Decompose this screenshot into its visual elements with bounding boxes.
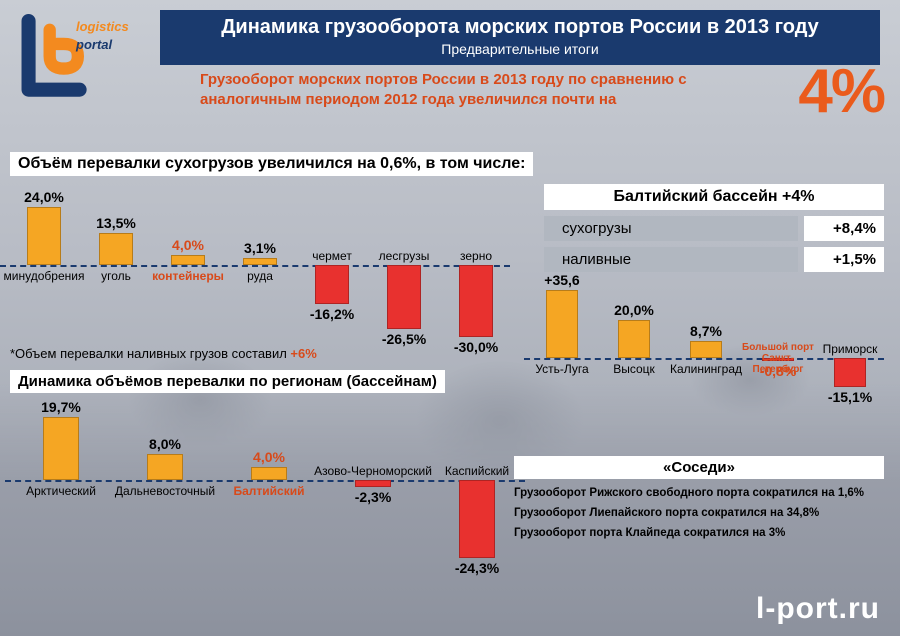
bar-group: +35,6Усть-Луга xyxy=(526,280,598,450)
bar-group: -26,5% лесгрузы xyxy=(368,185,440,345)
bar xyxy=(355,480,391,487)
bar-value: 13,5% xyxy=(96,215,136,231)
bar-value: -2,3% xyxy=(355,489,392,505)
bar-value: 4,0% xyxy=(253,449,285,465)
chart-regions: 19,7% Арктический 8,0% Дальневосточный 4,0% Б… xyxy=(5,400,525,600)
bar-label: руда xyxy=(247,269,273,283)
bar-label: Усть-Луга xyxy=(535,362,588,376)
bar-label: чермет xyxy=(312,249,352,263)
bar-group: 20,0% Высоцк xyxy=(598,280,670,450)
bar-value: 19,7% xyxy=(41,399,81,415)
bar-value: 8,7% xyxy=(690,323,722,339)
bar xyxy=(387,265,421,329)
title-band: Динамика грузооборота морских портов Рос… xyxy=(160,10,880,65)
neighbors-panel: «Соседи» Грузооборот Рижского свободного… xyxy=(514,456,884,539)
bar-value: -15,1% xyxy=(828,389,872,405)
bar-group: 19,7% Арктический xyxy=(9,400,113,600)
baltic-title: Балтийский бассейн +4% xyxy=(544,184,884,210)
headline-pct: 4% xyxy=(798,56,884,127)
bar-value: 20,0% xyxy=(614,302,654,318)
headline-text: Грузооборот морских портов России в 2013… xyxy=(200,70,780,109)
baltic-panel: Балтийский бассейн +4% сухогрузы+8,4%нал… xyxy=(544,184,884,272)
chart-dry-cargo: 24,0%минудобрения13,5%уголь4,0%контейнер… xyxy=(0,185,510,345)
footnote-text: *Объем перевалки наливных грузов состави… xyxy=(10,346,290,361)
page-title: Динамика грузооборота морских портов Рос… xyxy=(190,16,850,39)
baltic-row-value: +1,5% xyxy=(804,247,884,272)
bar-label: Арктический xyxy=(26,484,96,498)
section-regions: Динамика объёмов перевалки по регионам (… xyxy=(10,370,445,393)
bar-group: -16,2% чермет xyxy=(296,185,368,345)
bar-value: 4,0% xyxy=(172,237,204,253)
bar-group: 4,0% контейнеры xyxy=(152,185,224,345)
bar-label: зерно xyxy=(460,249,492,263)
bar-group: 13,5% уголь xyxy=(80,185,152,345)
footnote-value: +6% xyxy=(290,346,316,361)
bar xyxy=(251,467,287,480)
bar-label: Высоцк xyxy=(613,362,655,376)
bar-group: 8,7% Калининград xyxy=(670,280,742,450)
bar xyxy=(546,290,578,358)
baltic-row: наливные+1,5% xyxy=(544,247,884,272)
dry-cargo-title: Объём перевалки сухогрузов увеличился на… xyxy=(10,152,533,176)
section-dry-cargo: Объём перевалки сухогрузов увеличился на… xyxy=(10,152,533,176)
bar-group: 8,0% Дальневосточный xyxy=(113,400,217,600)
bar-label: Каспийский xyxy=(445,464,509,478)
neighbors-line: Грузооборот Рижского свободного порта со… xyxy=(514,487,884,499)
site-url: l-port.ru xyxy=(756,592,880,626)
logo-text-2: portal xyxy=(76,37,112,52)
bar-label: Балтийский xyxy=(234,484,305,498)
bar xyxy=(147,454,183,480)
bar-group: 24,0%минудобрения xyxy=(8,185,80,345)
bar-label: Азово-Черноморский xyxy=(314,464,432,478)
bar-value: 24,0% xyxy=(24,189,64,205)
bar-label: контейнеры xyxy=(152,269,224,283)
baltic-row-value: +8,4% xyxy=(804,216,884,241)
bar xyxy=(43,417,79,480)
baltic-row-label: наливные xyxy=(544,247,798,272)
bar-group: 3,1% руда xyxy=(224,185,296,345)
bar-group: -2,3%Азово-Черноморский xyxy=(321,400,425,600)
baltic-row: сухогрузы+8,4% xyxy=(544,216,884,241)
neighbors-title: «Соседи» xyxy=(514,456,884,479)
bar-value: 3,1% xyxy=(244,240,276,256)
logo: logistics portal xyxy=(18,14,106,102)
bar xyxy=(459,480,495,558)
bar xyxy=(27,207,61,265)
bar-value: -26,5% xyxy=(382,331,426,347)
bar-value: -24,3% xyxy=(455,560,499,576)
bar-group: -0,8%Большой порт Санкт-Петербург xyxy=(742,280,814,450)
bar-label: Приморск xyxy=(823,342,878,356)
bar-group: 4,0% Балтийский xyxy=(217,400,321,600)
bar-group: -30,0%зерно xyxy=(440,185,512,345)
neighbors-line: Грузооборот Лиепайского порта сократился… xyxy=(514,507,884,519)
bar xyxy=(834,358,866,387)
bar-label: уголь xyxy=(101,269,131,283)
chart-ports: +35,6Усть-Луга 20,0% Высоцк 8,7% Калининград… xyxy=(524,280,884,450)
bar xyxy=(243,258,277,265)
bar-value: -30,0% xyxy=(454,339,498,355)
bar xyxy=(99,233,133,265)
bar-value: -16,2% xyxy=(310,306,354,322)
bar xyxy=(459,265,493,337)
bar-label: Большой порт Санкт-Петербург xyxy=(737,342,819,375)
bar xyxy=(618,320,650,358)
bar-value: +35,6 xyxy=(544,272,579,288)
bar-label: лесгрузы xyxy=(379,249,430,263)
regions-title: Динамика объёмов перевалки по регионам (… xyxy=(10,370,445,393)
bar xyxy=(315,265,349,304)
bar-label: Калининград xyxy=(670,362,742,376)
footnote: *Объем перевалки наливных грузов состави… xyxy=(10,346,317,361)
page-subtitle: Предварительные итоги xyxy=(190,41,850,57)
neighbors-line: Грузооборот порта Клайпеда сократился на… xyxy=(514,527,884,539)
bar-value: 8,0% xyxy=(149,436,181,452)
bar xyxy=(690,341,722,358)
bar-label: минудобрения xyxy=(4,269,85,283)
bar-label: Дальневосточный xyxy=(115,484,215,498)
logo-text-1: logistics xyxy=(76,19,129,34)
bar-group: -15,1% Приморск xyxy=(814,280,886,450)
baltic-row-label: сухогрузы xyxy=(544,216,798,241)
bar xyxy=(171,255,205,265)
